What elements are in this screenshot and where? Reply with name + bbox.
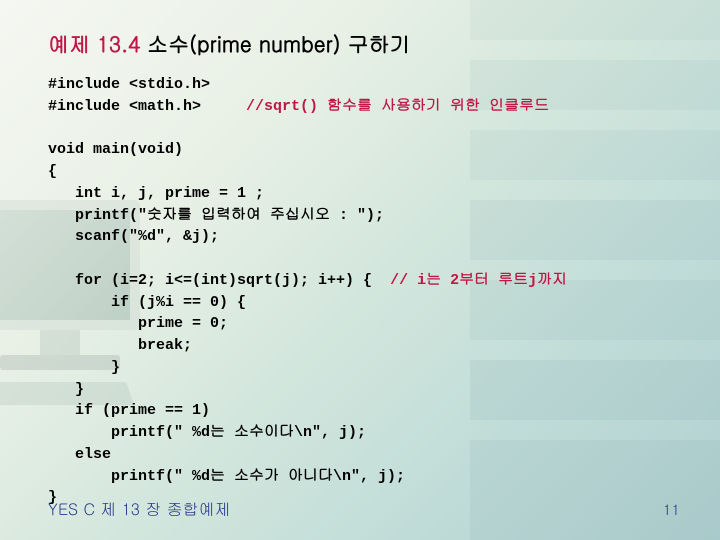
code-line: break; [48, 337, 192, 354]
code-line: for (i=2; i<=(int)sqrt(j); i++) { [48, 272, 390, 289]
code-block: #include <stdio.h> #include <math.h> //s… [48, 74, 680, 509]
code-line: if (j%i == 0) { [48, 294, 246, 311]
code-line: #include <stdio.h> [48, 76, 210, 93]
code-comment: // i는 2부터 루트j까지 [390, 272, 567, 289]
code-line: } [48, 359, 120, 376]
code-line: } [48, 381, 84, 398]
title-rest: 소수(prime number) 구하기 [140, 28, 410, 58]
code-line: void main(void) [48, 141, 183, 158]
code-comment: //sqrt() 함수를 사용하기 위한 인클루드 [246, 98, 549, 115]
code-line: if (prime == 1) [48, 402, 210, 419]
slide-title: 예제 13.4 소수(prime number) 구하기 [48, 28, 680, 58]
code-line: #include <math.h> [48, 98, 246, 115]
code-line: prime = 0; [48, 315, 228, 332]
content-area: 예제 13.4 소수(prime number) 구하기 #include <s… [0, 0, 720, 509]
title-prefix: 예제 13.4 [48, 28, 140, 58]
code-line: { [48, 163, 57, 180]
code-line: printf(" %d는 소수이다\n", j); [48, 424, 366, 441]
code-line: else [48, 446, 111, 463]
code-line: scanf("%d", &j); [48, 228, 219, 245]
code-line: printf("숫자를 입력하여 주십시오 : "); [48, 207, 384, 224]
code-line: printf(" %d는 소수가 아니다\n", j); [48, 468, 405, 485]
code-line: } [48, 489, 57, 506]
slide: 예제 13.4 소수(prime number) 구하기 #include <s… [0, 0, 720, 540]
code-line: int i, j, prime = 1 ; [48, 185, 264, 202]
